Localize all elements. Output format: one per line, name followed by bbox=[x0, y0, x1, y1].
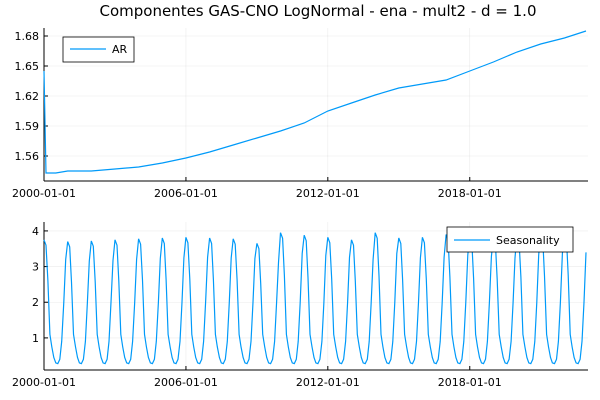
ar-x-tick-label: 2018-01-01 bbox=[438, 187, 502, 200]
ar-x-tick-labels: 2000-01-01 2006-01-01 2012-01-01 2018-01-01 bbox=[12, 177, 502, 200]
ar-y-tick-label: 1.59 bbox=[15, 120, 40, 133]
ar-panel: 1.56 1.59 1.62 1.65 1.68 2000-01-01 2006-01-0… bbox=[12, 28, 588, 200]
figure-title: Componentes GAS-CNO LogNormal - ena - mu… bbox=[99, 2, 536, 20]
seasonality-x-tick-label: 2018-01-01 bbox=[438, 376, 502, 389]
ar-series-line bbox=[43, 30, 587, 174]
seasonality-y-tick-label: 2 bbox=[32, 296, 39, 309]
ar-gridlines bbox=[43, 28, 588, 181]
ar-y-tick-label: 1.56 bbox=[15, 150, 40, 163]
ar-x-tick-label: 2012-01-01 bbox=[296, 187, 360, 200]
ar-legend-label: AR bbox=[112, 43, 128, 56]
seasonality-x-tick-labels: 2000-01-01 2006-01-01 2012-01-01 2018-01-01 bbox=[12, 366, 502, 389]
seasonality-x-tick-label: 2012-01-01 bbox=[296, 376, 360, 389]
ar-y-tick-labels: 1.56 1.59 1.62 1.65 1.68 bbox=[15, 30, 48, 163]
ar-x-tick-label: 2006-01-01 bbox=[154, 187, 218, 200]
seasonality-x-tick-label: 2006-01-01 bbox=[154, 376, 218, 389]
seasonality-legend: Seasonality bbox=[446, 226, 574, 253]
ar-y-tick-label: 1.68 bbox=[15, 30, 40, 43]
seasonality-x-tick-label: 2000-01-01 bbox=[12, 376, 76, 389]
seasonality-y-tick-label: 4 bbox=[32, 225, 39, 238]
seasonality-y-tick-label: 1 bbox=[32, 332, 39, 345]
ar-y-tick-label: 1.62 bbox=[15, 90, 40, 103]
ar-x-tick-label: 2000-01-01 bbox=[12, 187, 76, 200]
seasonality-panel: 1 2 3 4 2000-01-01 2006-01-01 2012-01-01 2018-… bbox=[12, 222, 588, 389]
ar-y-tick-label: 1.65 bbox=[15, 60, 40, 73]
ar-legend: AR bbox=[62, 36, 135, 63]
seasonality-y-tick-label: 3 bbox=[32, 261, 39, 274]
seasonality-legend-label: Seasonality bbox=[496, 234, 560, 247]
